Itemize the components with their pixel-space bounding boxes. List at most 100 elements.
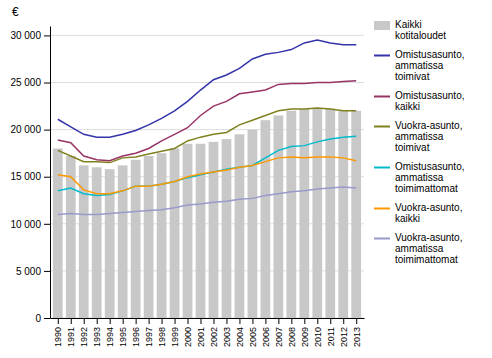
- legend-label: Omistusasunto,ammatissatoimimattomat: [395, 161, 464, 194]
- bar: [235, 134, 245, 318]
- legend-label-line: toimimattomat: [395, 183, 458, 194]
- tick-label: 1994: [105, 327, 115, 347]
- line: [58, 187, 356, 214]
- line: [58, 157, 356, 194]
- legend-swatch: [374, 167, 390, 169]
- tick-label: 2011: [326, 327, 336, 346]
- bar-series: [53, 108, 361, 318]
- tick-label: 1997: [144, 327, 154, 347]
- tick-label: 1991: [66, 327, 76, 347]
- tick-label: 2004: [235, 327, 245, 347]
- tick-mark: [44, 224, 50, 225]
- tick-label: 2008: [287, 327, 297, 347]
- tick: 2001: [196, 318, 206, 347]
- legend: KaikkikotitaloudetOmistusasunto,ammatiss…: [374, 19, 464, 265]
- tick-mark: [252, 318, 253, 324]
- legend-label-line: Vuokra-asunto,: [395, 232, 462, 243]
- tick-label: 1990: [53, 327, 63, 347]
- line: [58, 81, 356, 161]
- bar: [351, 111, 361, 318]
- tick: 1991: [66, 318, 76, 347]
- tick-mark: [149, 318, 150, 324]
- tick-mark: [317, 318, 318, 324]
- tick-mark: [58, 318, 59, 324]
- legend-swatch: [374, 21, 390, 30]
- legend-swatch: [374, 55, 390, 57]
- tick: 5 000: [16, 266, 50, 277]
- tick-mark: [162, 318, 163, 324]
- legend-label-line: kaikki: [395, 213, 420, 224]
- bar: [286, 111, 296, 318]
- legend-swatch: [374, 238, 390, 240]
- bar: [170, 148, 180, 318]
- tick-label: 2010: [313, 327, 323, 347]
- tick-mark: [226, 318, 227, 324]
- tick: 2011: [326, 318, 336, 346]
- tick: 1998: [157, 318, 167, 347]
- tick: 15 000: [10, 171, 50, 182]
- tick: 1990: [53, 318, 63, 347]
- tick-label: 2012: [339, 327, 349, 347]
- bar: [79, 165, 89, 318]
- grid-line: [50, 35, 364, 36]
- chart: 1990199119921993199419951996199719981999…: [0, 0, 492, 358]
- legend-label-line: ammatissa: [395, 131, 444, 142]
- y-axis-label: €: [12, 5, 19, 19]
- tick: 2010: [313, 318, 323, 347]
- tick: 1999: [170, 318, 180, 347]
- tick-label: 2006: [261, 327, 271, 347]
- line: [58, 40, 356, 137]
- tick-label: 2001: [196, 327, 206, 347]
- legend-label-line: Omistusasunto,: [395, 49, 464, 60]
- tick: 2007: [274, 318, 284, 347]
- legend-label-line: Vuokra-asunto,: [395, 202, 462, 213]
- tick-mark: [291, 318, 292, 324]
- bar: [338, 111, 348, 318]
- tick-label: 30 000: [10, 30, 41, 41]
- legend-label-line: ammatissa: [395, 243, 444, 254]
- legend-label: Vuokra-asunto,kaikki: [395, 202, 462, 224]
- legend-swatch: [374, 96, 390, 98]
- plot-area: 1990199119921993199419951996199719981999…: [10, 27, 364, 348]
- tick: 1997: [144, 318, 154, 347]
- tick-mark: [44, 83, 50, 84]
- bar: [105, 169, 115, 318]
- tick-label: 1996: [131, 327, 141, 347]
- tick-mark: [123, 318, 124, 324]
- tick: 30 000: [10, 30, 50, 41]
- tick-mark: [343, 318, 344, 324]
- tick-label: 10 000: [10, 219, 41, 230]
- tick: 20 000: [10, 124, 50, 135]
- tick-mark: [97, 318, 98, 324]
- tick: 1996: [131, 318, 141, 347]
- tick: 1993: [92, 318, 102, 347]
- tick-label: 1992: [79, 327, 89, 347]
- legend-label-line: kotitaloudet: [395, 30, 446, 41]
- axis-line: [50, 27, 51, 319]
- tick-label: 2009: [300, 327, 310, 347]
- bar: [248, 130, 258, 318]
- bar: [53, 148, 63, 318]
- tick: 1994: [105, 318, 115, 347]
- line: [58, 136, 356, 195]
- bar: [273, 115, 283, 318]
- tick-mark: [71, 318, 72, 324]
- tick-label: 2000: [183, 327, 193, 347]
- tick: 1992: [79, 318, 89, 347]
- bar: [299, 109, 309, 318]
- tick-mark: [239, 318, 240, 324]
- legend-item: Vuokra-asunto,ammatissatoimimattomat: [374, 232, 462, 265]
- tick-mark: [201, 318, 202, 324]
- tick: 1995: [118, 318, 128, 347]
- bar: [196, 144, 206, 318]
- legend-item: Omistusasunto,ammatissatoimivat: [374, 49, 464, 82]
- tick-mark: [278, 318, 279, 324]
- tick-mark: [356, 318, 357, 324]
- tick-mark: [84, 318, 85, 324]
- tick: 2008: [287, 318, 297, 347]
- tick: 10 000: [10, 219, 50, 230]
- tick: 2004: [235, 318, 245, 347]
- tick-mark: [44, 130, 50, 131]
- legend-item: Omistusasunto,ammatissatoimimattomat: [374, 161, 464, 194]
- legend-label: Vuokra-asunto,ammatissatoimivat: [395, 120, 462, 153]
